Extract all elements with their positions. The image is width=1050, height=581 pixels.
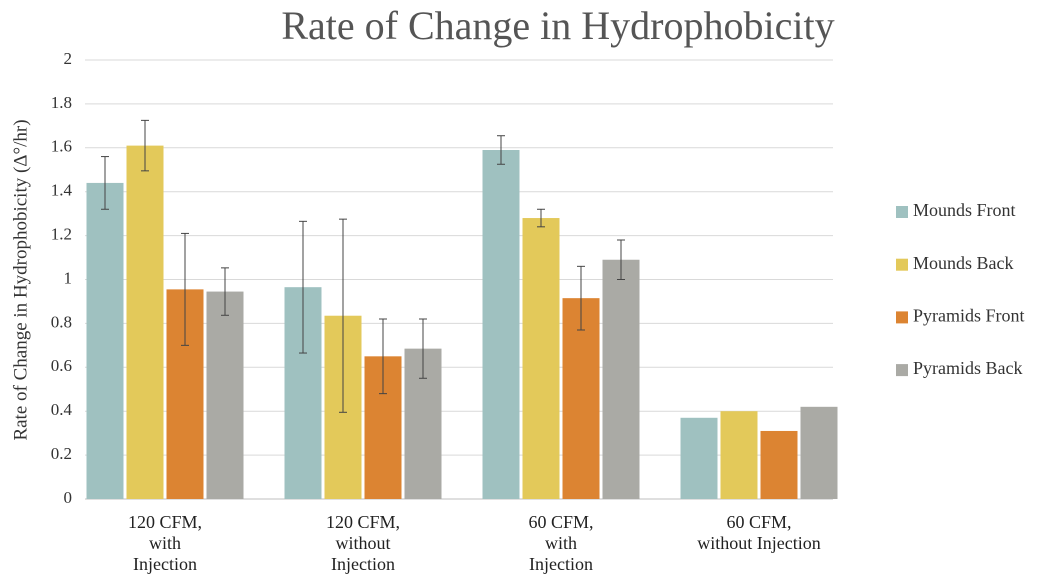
- bar: [126, 145, 164, 500]
- bar: [206, 291, 244, 499]
- bar: [562, 298, 600, 499]
- error-bar: [181, 232, 189, 346]
- error-bar: [617, 239, 625, 280]
- y-tick-label: 1.4: [51, 181, 73, 200]
- y-tick-label: 0.8: [51, 312, 72, 331]
- x-tick-label: 60 CFM, without Injection: [697, 512, 821, 553]
- y-tick-label: 0.6: [51, 356, 72, 375]
- chart-title: Rate of Change in Hydrophobicity: [281, 3, 834, 48]
- y-tick-label: 1.2: [51, 225, 72, 244]
- x-tick-label: 120 CFM, with Injection: [127, 512, 203, 574]
- bar: [680, 417, 718, 499]
- bar: [482, 149, 520, 499]
- error-bar: [221, 267, 229, 316]
- error-bar: [379, 318, 387, 395]
- legend-swatch: [896, 258, 908, 271]
- y-tick-label: 1.8: [51, 93, 72, 112]
- bar: [602, 259, 640, 499]
- y-axis-label: Rate of Change in Hydrophobicity (Δ°/hr): [10, 119, 31, 440]
- legend-label: Pyramids Front: [913, 306, 1025, 326]
- legend-label: Mounds Front: [913, 200, 1016, 220]
- bar: [720, 411, 758, 499]
- error-bar: [339, 218, 347, 413]
- error-bar: [299, 220, 307, 354]
- y-tick-label: 1: [64, 268, 73, 287]
- bar: [522, 218, 560, 500]
- legend-swatch: [896, 364, 908, 377]
- y-tick-label: 1.6: [51, 137, 72, 156]
- y-tick-label: 0.2: [51, 444, 72, 463]
- y-tick-label: 0: [64, 488, 73, 507]
- error-bar: [497, 135, 505, 165]
- error-bar: [101, 156, 109, 210]
- y-tick-label: 0.4: [51, 400, 73, 419]
- error-bar: [577, 265, 585, 331]
- y-tick-label: 2: [64, 49, 73, 68]
- bar: [760, 430, 798, 499]
- error-bar: [419, 318, 427, 379]
- error-bar: [141, 119, 149, 172]
- legend-swatch: [896, 311, 908, 324]
- x-tick-label: 120 CFM, without Injection: [325, 512, 401, 574]
- x-tick-label: 60 CFM, with Injection: [528, 512, 594, 574]
- legend-label: Pyramids Back: [913, 358, 1023, 378]
- bar: [800, 406, 838, 499]
- legend-label: Mounds Back: [913, 253, 1014, 273]
- error-bar: [537, 208, 545, 228]
- legend-swatch: [896, 206, 908, 218]
- bar: [86, 182, 124, 500]
